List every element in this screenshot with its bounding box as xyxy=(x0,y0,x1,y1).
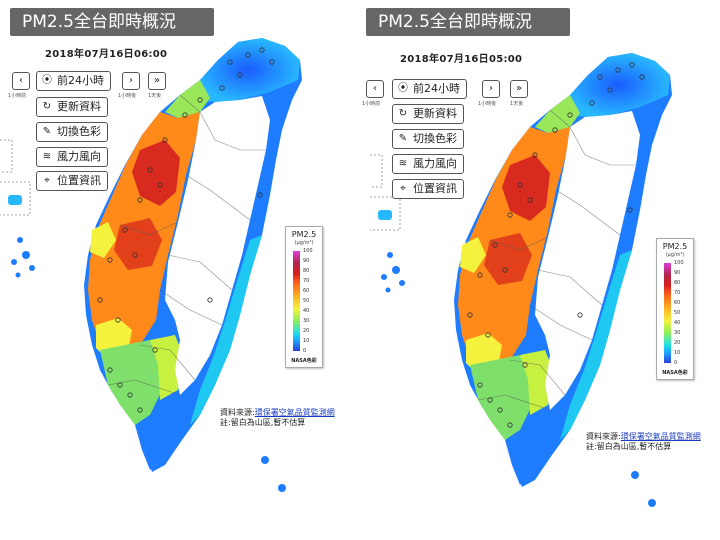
legend-tick-label: 60 xyxy=(674,300,681,306)
legend-tick-label: 40 xyxy=(303,308,310,314)
chevron-right-icon: › xyxy=(489,83,493,94)
eyedropper-icon: ✎ xyxy=(42,126,52,137)
legend-tick-label: 100 xyxy=(303,248,313,254)
wind-button[interactable]: ≋ 風力風向 xyxy=(392,154,464,174)
chevron-left-icon: ‹ xyxy=(19,75,23,86)
legend-tick-label: 60 xyxy=(303,288,310,294)
wind-icon: ≋ xyxy=(398,158,408,169)
next-day-button[interactable]: » xyxy=(148,72,166,90)
refresh-button[interactable]: ↻ 更新資料 xyxy=(36,97,108,117)
switch-color-button[interactable]: ✎ 切換色彩 xyxy=(36,122,108,142)
mountain-note: 註:留白為山區,暫不估算 xyxy=(586,442,672,451)
legend-tick-label: 90 xyxy=(674,270,681,276)
play-circle-icon: ⦿ xyxy=(398,83,408,94)
map-pin-icon: ⌖ xyxy=(400,183,406,194)
page-title: PM2.5全台即時概況 xyxy=(366,8,570,36)
legend-tick-label: 0 xyxy=(674,360,678,366)
double-chevron-right-icon: » xyxy=(515,83,523,94)
past-24h-button[interactable]: ⦿ 前24小時 xyxy=(36,71,111,91)
map-panel-0600: PM2.5全台即時概況 2018年07月16日06:00 ‹ 1小時前 › 1小… xyxy=(0,8,335,493)
legend-tick-label: 80 xyxy=(674,280,681,286)
chevron-right-icon: › xyxy=(129,75,133,86)
switch-color-button[interactable]: ✎ 切換色彩 xyxy=(392,129,464,149)
wind-button[interactable]: ≋ 風力風向 xyxy=(36,147,108,167)
legend-unit: (μg/m³) xyxy=(665,252,685,258)
legend-tick-label: 10 xyxy=(303,338,310,344)
next-day-caption: 1天後 xyxy=(510,101,524,107)
legend-title: PM2.5 xyxy=(662,242,688,251)
timestamp: 2018年07月16日05:00 xyxy=(400,54,523,65)
double-chevron-right-icon: » xyxy=(153,75,161,86)
source-link[interactable]: 環保署空氣品質監測網 xyxy=(254,408,335,417)
legend-tick-label: 100 xyxy=(674,260,684,266)
next-hour-button[interactable]: › xyxy=(482,80,500,98)
source-label: 資料來源: xyxy=(220,408,255,417)
mountain-note: 註:留白為山區,暫不估算 xyxy=(220,418,306,427)
prev-hour-button[interactable]: ‹ xyxy=(12,72,30,90)
source-note: 資料來源:環保署空氣品質監測網 註:留白為山區,暫不估算 xyxy=(220,408,335,428)
eyedropper-icon: ✎ xyxy=(398,133,408,144)
next-hour-caption: 1小時後 xyxy=(118,93,137,99)
legend-tick-label: 80 xyxy=(303,268,310,274)
legend-tick-label: 20 xyxy=(674,340,681,346)
legend-color-bar xyxy=(664,263,671,363)
pm25-legend: PM2.5 (μg/m³) NASA色彩 100 90 80 70 60 50 40 30 20… xyxy=(656,238,694,380)
legend-tick-label: 70 xyxy=(674,290,681,296)
legend-footer: NASA色彩 xyxy=(291,358,317,364)
legend-tick-label: 30 xyxy=(303,318,310,324)
map-pin-icon: ⌖ xyxy=(44,175,50,186)
location-button[interactable]: ⌖ 位置資訊 xyxy=(36,171,108,191)
page-title: PM2.5全台即時概況 xyxy=(10,8,214,36)
legend-tick-label: 30 xyxy=(674,330,681,336)
legend-tick-label: 20 xyxy=(303,328,310,334)
legend-color-bar xyxy=(293,251,300,351)
next-day-caption: 1天後 xyxy=(148,93,162,99)
wind-icon: ≋ xyxy=(42,151,52,162)
chevron-left-icon: ‹ xyxy=(373,83,377,94)
location-button[interactable]: ⌖ 位置資訊 xyxy=(392,179,464,199)
legend-tick-label: 10 xyxy=(674,350,681,356)
source-label: 資料來源: xyxy=(586,432,621,441)
refresh-button[interactable]: ↻ 更新資料 xyxy=(392,104,464,124)
legend-footer: NASA色彩 xyxy=(662,370,688,376)
refresh-icon: ↻ xyxy=(42,101,52,112)
prev-hour-button[interactable]: ‹ xyxy=(366,80,384,98)
legend-unit: (μg/m³) xyxy=(294,240,314,246)
prev-hour-caption: 1小時前 xyxy=(8,93,27,99)
next-hour-button[interactable]: › xyxy=(122,72,140,90)
refresh-icon: ↻ xyxy=(398,108,408,119)
legend-tick-label: 70 xyxy=(303,278,310,284)
timestamp: 2018年07月16日06:00 xyxy=(45,49,168,60)
legend-tick-label: 0 xyxy=(303,348,307,354)
pm25-legend: PM2.5 (μg/m³) NASA色彩 100 90 80 70 60 50 40 30 20… xyxy=(285,226,323,368)
next-hour-caption: 1小時後 xyxy=(478,101,497,107)
next-day-button[interactable]: » xyxy=(510,80,528,98)
legend-tick-label: 90 xyxy=(303,258,310,264)
prev-hour-caption: 1小時前 xyxy=(362,101,381,107)
source-link[interactable]: 環保署空氣品質監測網 xyxy=(620,432,701,441)
source-note: 資料來源:環保署空氣品質監測網 註:留白為山區,暫不估算 xyxy=(586,432,701,452)
legend-tick-label: 40 xyxy=(674,320,681,326)
legend-title: PM2.5 xyxy=(291,230,317,239)
past-24h-button[interactable]: ⦿ 前24小時 xyxy=(392,79,467,99)
legend-tick-label: 50 xyxy=(674,310,681,316)
legend-tick-label: 50 xyxy=(303,298,310,304)
map-panel-0500: PM2.5全台即時概況 2018年07月16日05:00 ‹ 1小時前 › 1小… xyxy=(360,0,720,540)
play-circle-icon: ⦿ xyxy=(42,75,52,86)
